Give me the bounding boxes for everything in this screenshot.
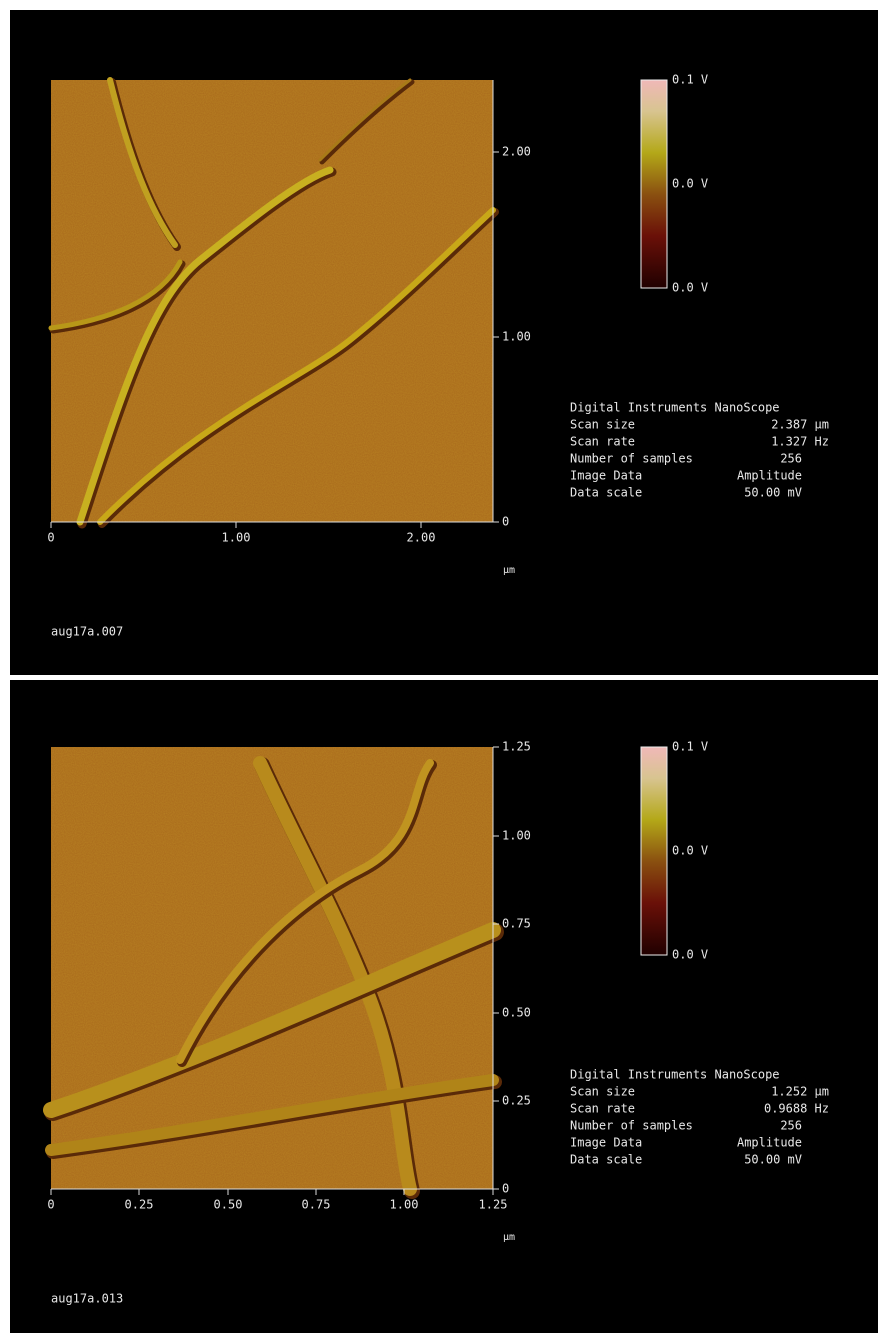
info-title: Digital Instruments NanoScope — [570, 1068, 780, 1082]
y-tick-label: 1.00 — [502, 829, 531, 843]
y-tick-label: 0.50 — [502, 1006, 531, 1020]
y-tick-label: 2.00 — [502, 145, 531, 159]
y-tick-label: 1.25 — [502, 740, 531, 754]
info-label: Scan size — [570, 418, 635, 432]
colorbar-label: 0.1 V — [672, 740, 708, 754]
info-value: 1.252 µm — [771, 1085, 829, 1099]
y-tick-label: 0.25 — [502, 1094, 531, 1108]
x-tick-label: 0 — [47, 531, 54, 545]
x-tick-label: 0 — [47, 1198, 54, 1212]
x-tick-label: 0.25 — [125, 1198, 154, 1212]
y-tick-label: 1.00 — [502, 330, 531, 344]
colorbar-label: 0.0 V — [672, 844, 708, 858]
info-value: Amplitude — [737, 1136, 802, 1150]
file-name: aug17a.013 — [51, 1292, 123, 1306]
info-label: Image Data — [570, 469, 642, 483]
colorbar-label: 0.1 V — [672, 73, 708, 87]
info-label: Number of samples — [570, 452, 693, 466]
info-label: Image Data — [570, 1136, 642, 1150]
info-label: Number of samples — [570, 1119, 693, 1133]
info-value: 50.00 mV — [744, 1153, 802, 1167]
info-value: 2.387 µm — [771, 418, 829, 432]
y-tick-label: 0 — [502, 1182, 509, 1196]
info-label: Scan size — [570, 1085, 635, 1099]
info-value: Amplitude — [737, 469, 802, 483]
info-label: Data scale — [570, 1153, 642, 1167]
y-tick-label: 0.75 — [502, 917, 531, 931]
info-value: 1.327 Hz — [771, 435, 829, 449]
colorbar-label: 0.0 V — [672, 281, 708, 295]
info-value: 256 — [780, 452, 802, 466]
info-label: Scan rate — [570, 1102, 635, 1116]
info-label: Data scale — [570, 486, 642, 500]
colorbar — [641, 747, 667, 955]
colorbar-label: 0.0 V — [672, 948, 708, 962]
afm-texture — [51, 80, 493, 522]
x-tick-label: 2.00 — [407, 531, 436, 545]
screenshot: 0 1.00 2.00 2.00 1.00 0 µm 0.1 V 0.0 V 0.0 V Digit… — [0, 0, 880, 1333]
colorbar — [641, 80, 667, 288]
x-tick-label: 0.75 — [302, 1198, 331, 1212]
x-tick-label: 1.00 — [390, 1198, 419, 1212]
unit-label: µm — [503, 565, 515, 576]
x-tick-label: 0.50 — [214, 1198, 243, 1212]
y-tick-label: 0 — [502, 515, 509, 529]
info-title: Digital Instruments NanoScope — [570, 401, 780, 415]
info-value: 50.00 mV — [744, 486, 802, 500]
colorbar-label: 0.0 V — [672, 177, 708, 191]
info-value: 0.9688 Hz — [764, 1102, 829, 1116]
info-label: Scan rate — [570, 435, 635, 449]
unit-label: µm — [503, 1232, 515, 1243]
x-tick-label: 1.25 — [479, 1198, 508, 1212]
x-tick-label: 1.00 — [222, 531, 251, 545]
file-name: aug17a.007 — [51, 625, 123, 639]
info-value: 256 — [780, 1119, 802, 1133]
